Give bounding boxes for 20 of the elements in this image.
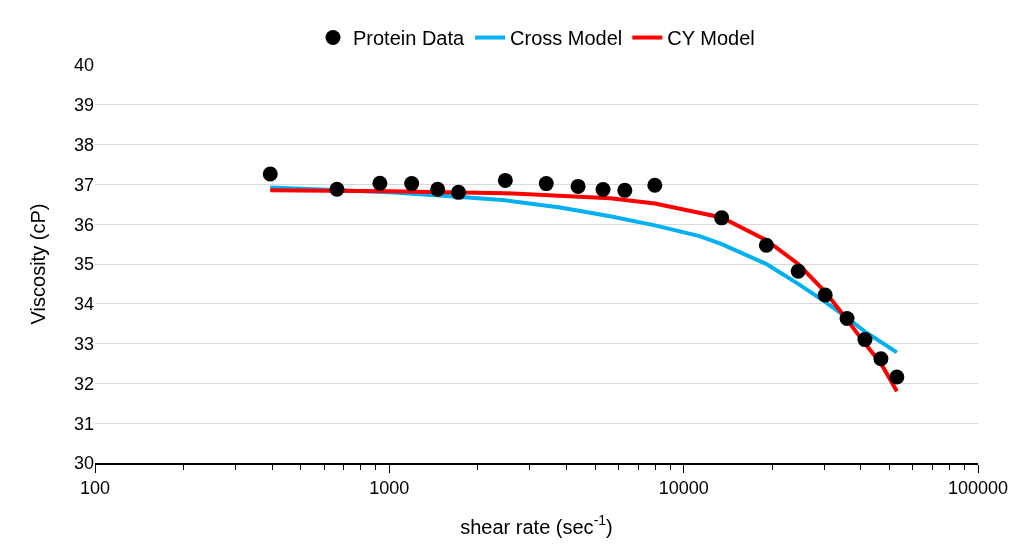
y-tick-label: 34 <box>73 294 94 315</box>
y-tick-label: 35 <box>73 254 94 275</box>
x-tick-label: 10000 <box>658 478 709 499</box>
y-axis-title: Viscosity (cP) <box>27 203 49 325</box>
y-tick-label: 30 <box>73 453 94 474</box>
legend-label: Protein Data <box>353 27 466 50</box>
x-tick-label: 1000 <box>369 478 410 499</box>
y-tick-label: 39 <box>73 95 94 116</box>
y-tick-label: 37 <box>73 174 94 195</box>
legend-label: Cross Model <box>510 27 623 50</box>
x-tick-label: 100000 <box>947 478 1009 499</box>
y-tick-label: 40 <box>73 55 94 76</box>
legend-label: CY Model <box>667 27 755 50</box>
x-tick-label: 100 <box>79 478 111 499</box>
y-tick-label: 36 <box>73 214 94 235</box>
x-axis-title: shear rate (sec$^{-1}$) <box>460 512 613 538</box>
y-tick-label: 33 <box>73 333 94 354</box>
y-tick-label: 32 <box>73 373 94 394</box>
y-tick-label: 38 <box>73 134 94 155</box>
y-tick-label: 31 <box>73 413 94 434</box>
